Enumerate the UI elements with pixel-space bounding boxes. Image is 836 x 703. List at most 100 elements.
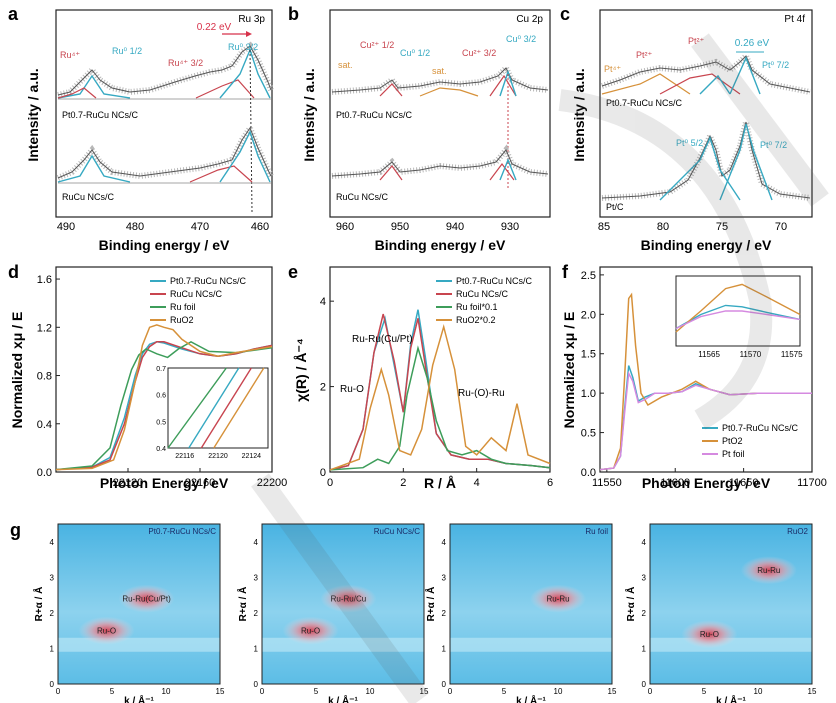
spectrum-upper xyxy=(601,50,811,95)
fit-envelope xyxy=(601,121,811,199)
shift-label: 0.26 eV xyxy=(735,38,770,49)
plot-frame xyxy=(329,266,551,473)
series-line xyxy=(599,370,812,471)
heatmap-maximum xyxy=(530,584,586,613)
panel-b-corner: Cu 2p xyxy=(516,14,543,25)
raw-data xyxy=(331,144,549,179)
heatmap-title: Pt0.7-RuCu NCs/C xyxy=(148,527,216,536)
x-tick: 75 xyxy=(716,221,728,233)
inset-y-tick-label: 0.6 xyxy=(156,393,166,400)
peak-label-pt0-52: Pt⁰ 5/2 xyxy=(676,138,703,148)
heatmap-label: Ru-O xyxy=(97,627,116,636)
spectrum-lower xyxy=(331,144,549,181)
legend: Pt0.7-RuCu NCs/C RuCu NCs/C Ru foil RuO2 xyxy=(150,276,247,325)
panel-c-corner: Pt 4f xyxy=(784,14,805,25)
y-axis-label: R+α / Å xyxy=(424,587,437,622)
spectrum-lower xyxy=(56,121,274,184)
y-tick-label: 0 xyxy=(642,680,647,689)
inset-y-tick-label: 0.5 xyxy=(156,419,166,426)
inset: 11565 11570 11575 xyxy=(675,283,803,359)
x-tick-label: 4 xyxy=(474,477,480,489)
y-tick-label: 0 xyxy=(442,680,447,689)
y-tick-label: 0.5 xyxy=(581,428,596,440)
y-tick-label: 3 xyxy=(254,573,259,582)
annotation: Ru-(O)-Ru xyxy=(458,388,505,399)
y-tick-label: 3 xyxy=(442,573,447,582)
heatmap-label: Ru-O xyxy=(301,627,320,636)
x-ticks: 0 2 4 6 xyxy=(327,468,553,489)
y-axis-label: Intensity / a.u. xyxy=(571,68,587,161)
heatmap-background xyxy=(450,524,612,684)
ru4-3-2-component xyxy=(189,165,253,183)
panel-e: e 0 2 4 0 2 4 6 Pt0.7-RuCu NCs/C RuCu NCs/C Ru … xyxy=(288,262,553,491)
y-tick-label: 2.5 xyxy=(581,270,596,282)
x-axis-label: Photon Energy / eV xyxy=(642,475,771,491)
panel-letter: a xyxy=(8,4,19,24)
x-ticks: 11550 11600 11650 11700 xyxy=(592,468,827,489)
panel-f: f 0.0 0.5 1.0 1.5 2.0 2.5 11550 11600 11650 1170… xyxy=(561,262,827,491)
x-tick-label: 10 xyxy=(162,687,171,696)
panel-letter: e xyxy=(288,262,298,282)
peak-label-ru4-32: Ru⁴⁺ 3/2 xyxy=(168,58,203,68)
x-tick: 460 xyxy=(251,221,269,233)
watermark-arc xyxy=(558,89,773,430)
satellite-component xyxy=(419,87,479,97)
y-axis-label: Intensity / a.u. xyxy=(301,68,317,161)
x-tick-label: 0 xyxy=(327,477,333,489)
heatmap-title: RuO2 xyxy=(787,527,808,536)
y-axis-label: R+α / Å xyxy=(624,587,637,622)
ru4-3-2-component xyxy=(195,79,255,99)
x-tick: 960 xyxy=(336,221,354,233)
heatmap-maximum xyxy=(282,616,339,645)
x-ticks: 960 950 940 930 xyxy=(336,221,519,233)
fit-envelope xyxy=(331,149,549,177)
x-tick-label: 15 xyxy=(216,687,225,696)
cu0-component xyxy=(499,158,517,181)
x-tick-label: 5 xyxy=(702,687,707,696)
heatmap-maximum xyxy=(320,584,377,613)
x-tick-label: 0 xyxy=(448,687,453,696)
ru0-3-2-component xyxy=(219,130,271,183)
sample-label-lower: RuCu NCs/C xyxy=(336,192,389,202)
inset-series-line xyxy=(200,367,252,449)
heatmap-background xyxy=(650,524,812,684)
series-line xyxy=(55,341,273,471)
peak-label-cu0-12: Cu⁰ 1/2 xyxy=(400,48,430,58)
panel-letter: f xyxy=(562,262,569,282)
inset-x-tick-label: 11570 xyxy=(740,350,762,359)
legend-label: Pt0.7-RuCu NCs/C xyxy=(170,276,247,286)
y-tick-label: 0.4 xyxy=(37,419,52,431)
y-tick-label: 2 xyxy=(320,382,326,394)
heatmap-label: Ru-Ru/Cu xyxy=(331,595,367,604)
y-tick-label: 1 xyxy=(442,644,447,653)
y-axis-label: R+α / Å xyxy=(236,587,249,622)
y-tick-label: 0.8 xyxy=(37,371,52,383)
x-tick: 490 xyxy=(57,221,75,233)
ru0-1-2-component xyxy=(57,154,131,183)
y-axis-label: R+α / Å xyxy=(32,587,45,622)
inset-series-line xyxy=(675,310,801,330)
peak-label-pt0-72: Pt⁰ 7/2 xyxy=(760,140,787,150)
panel-g: g Ru-O Ru-Ru(Cu/Pt) Pt0.7-RuCu NCs/C 0 1 2 3 4 0… xyxy=(10,520,817,703)
x-axis-label: Binding energy / eV xyxy=(375,237,506,253)
x-axis-label: k / Å⁻¹ xyxy=(516,694,546,703)
cu2-component xyxy=(379,83,403,97)
y-tick-label: 2 xyxy=(254,609,259,618)
peak-label-pt2: Pt²⁺ xyxy=(636,50,653,60)
wavelet-map: Ru-O Ru-Ru RuO2 0 1 2 3 4 0 5 10 15 k / Å⁻¹ R+α / Å xyxy=(624,523,817,703)
legend-label: Ru foil*0.1 xyxy=(456,302,498,312)
peak-label-ru0-12: Ru⁰ 1/2 xyxy=(112,46,142,56)
heatmap-maximum xyxy=(78,616,135,645)
inset-x-tick-label: 22124 xyxy=(242,453,262,460)
legend-label: RuCu NCs/C xyxy=(456,289,509,299)
series-line xyxy=(55,324,273,471)
y-axis-label: χ(R) / Å⁻⁴ xyxy=(293,338,309,402)
x-ticks: 22120 22160 22200 xyxy=(113,468,287,489)
series-line xyxy=(329,323,551,471)
panel-letter: c xyxy=(560,4,570,24)
plot-frame xyxy=(55,266,273,473)
y-axis-label: Normalized xμ / E xyxy=(9,312,25,429)
series-lines xyxy=(329,309,551,471)
peak-label-sat: sat. xyxy=(338,60,353,70)
x-axis-label: k / Å⁻¹ xyxy=(716,694,746,703)
